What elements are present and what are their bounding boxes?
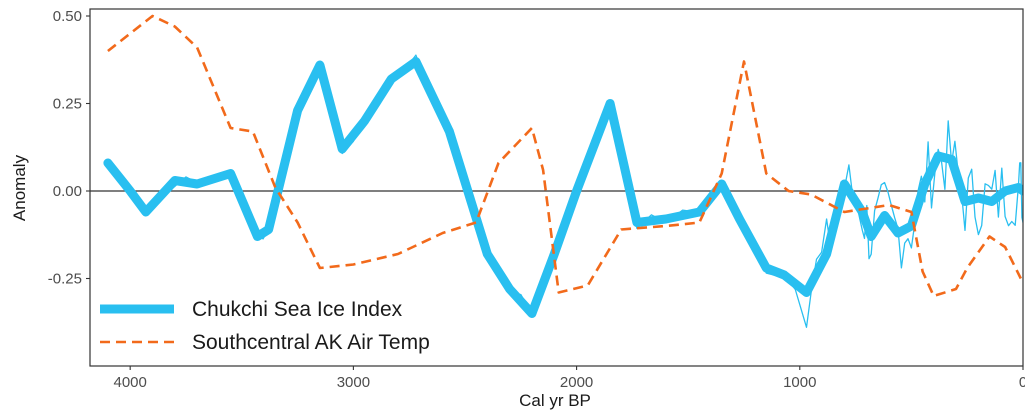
x-axis-title: Cal yr BP (519, 391, 591, 410)
series-0 (103, 54, 1023, 328)
y-tick-label: 0.00 (53, 183, 82, 200)
legend-item-0: Chukchi Sea Ice Index (100, 298, 403, 321)
axes: 0.50 0.25 0.00 -0.25 4000 3000 2000 1000 0 (48, 8, 1025, 391)
x-tick-label: 1000 (783, 374, 816, 391)
y-tick-label: 0.50 (53, 8, 82, 25)
ice-smoothed-line (103, 57, 1023, 318)
x-tick-label: 4000 (113, 374, 146, 391)
x-tick-label: 0 (1019, 374, 1025, 391)
y-tick-label: -0.25 (48, 271, 82, 288)
plot-area (90, 14, 1023, 328)
legend-item-1: Southcentral AK Air Temp (100, 331, 430, 354)
plot-frame (89, 8, 1024, 367)
y-tick-label: 0.25 (53, 96, 82, 113)
y-axis-title: Anomaly (10, 154, 29, 221)
x-tick-label: 3000 (337, 374, 370, 391)
legend: Chukchi Sea Ice Index Southcentral AK Air… (100, 298, 430, 354)
legend-label: Southcentral AK Air Temp (192, 331, 430, 354)
x-tick-label: 2000 (560, 374, 593, 391)
legend-label: Chukchi Sea Ice Index (192, 298, 403, 321)
series-1 (107, 14, 1022, 298)
air-temp-line (107, 14, 1022, 298)
